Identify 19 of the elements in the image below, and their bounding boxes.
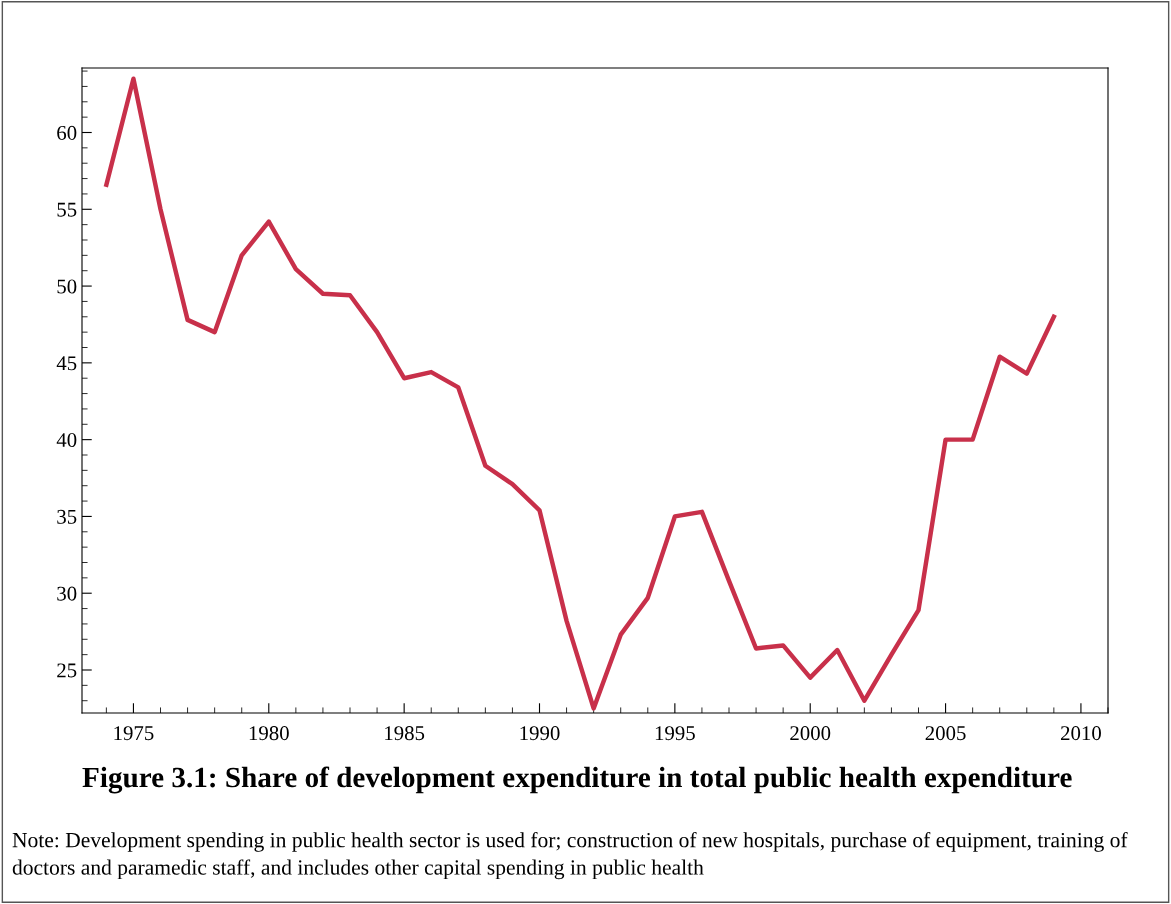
y-tick-label: 25 <box>57 663 77 678</box>
x-tick-label: 2005 <box>925 726 966 741</box>
y-tick-label: 60 <box>57 125 77 140</box>
y-tick-label: 55 <box>57 202 77 217</box>
text: Figure 3.1: Share of development expenditure in total public health expenditure <box>82 766 1072 794</box>
x-tick-label: 1975 <box>114 726 154 741</box>
y-tick-label: 50 <box>57 279 77 294</box>
x-tick-label: 1980 <box>249 726 289 741</box>
x-tick-label: 2000 <box>790 726 831 741</box>
line-series <box>104 76 1057 711</box>
text: Note: Development spending in public health sector is used for; construction of new hospitals, purchase of equipment, training of doctors and paramedic staff, and includes other capital spending in public health <box>12 832 1128 880</box>
x-tick-label: 1990 <box>520 726 560 741</box>
x-tick-label: 2010 <box>1061 726 1101 741</box>
x-tick-label: 1985 <box>385 726 425 741</box>
y-tick-label: 35 <box>57 509 77 524</box>
y-tick-label: 40 <box>56 433 77 448</box>
y-tick-label: 30 <box>57 586 77 601</box>
x-tick-label: 1995 <box>655 726 695 741</box>
y-tick-label: 45 <box>56 356 77 371</box>
